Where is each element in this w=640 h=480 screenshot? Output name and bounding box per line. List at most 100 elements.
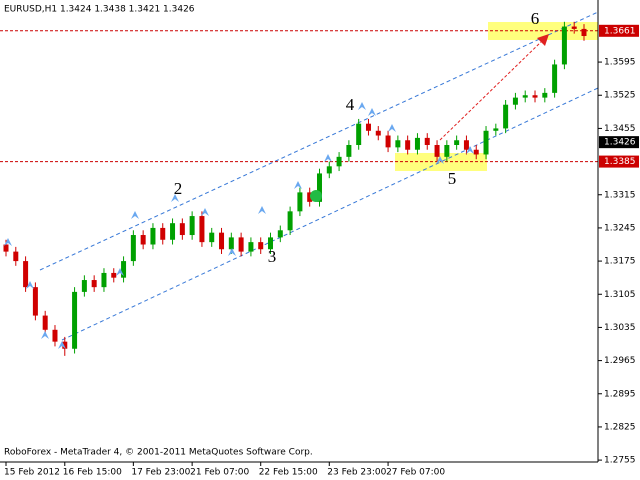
candle-body xyxy=(199,216,205,243)
candle-body xyxy=(32,287,38,316)
plot xyxy=(0,21,598,356)
candle-body xyxy=(130,235,136,262)
x-tick-label: 22 Feb 15:00 xyxy=(259,468,318,478)
y-tick-label: 1.3035 xyxy=(604,323,636,333)
x-tick-label: 21 Feb 07:00 xyxy=(190,468,249,478)
candle-body xyxy=(307,192,313,202)
y-tick-label: 1.2755 xyxy=(604,456,636,466)
candle-body xyxy=(248,242,254,252)
fractal-mark xyxy=(171,194,179,202)
candle-body xyxy=(395,140,401,148)
candle-body xyxy=(424,137,430,145)
candle-body xyxy=(13,251,19,262)
fractal-mark xyxy=(26,281,34,289)
footer: RoboForex - MetaTrader 4, © 2001-2011 Me… xyxy=(4,448,313,458)
y-tick-label: 1.2825 xyxy=(604,422,636,432)
candle-body xyxy=(189,216,195,236)
candle-body xyxy=(444,144,450,157)
y-tick-label: 1.2895 xyxy=(604,389,636,399)
candle-body xyxy=(356,123,362,145)
chart-title: EURUSD,H1 1.3424 1.3438 1.3421 1.3426 xyxy=(4,5,195,15)
candle-body xyxy=(522,95,528,98)
x-tick-label: 17 Feb 23:00 xyxy=(131,468,190,478)
candle-body xyxy=(160,227,166,240)
forecast-arrow xyxy=(439,39,544,141)
candle-body xyxy=(542,92,548,98)
y-tick-label: 1.3175 xyxy=(604,257,636,267)
candle-body xyxy=(258,242,264,250)
fractal-mark xyxy=(324,154,332,162)
fractal-mark xyxy=(131,211,139,219)
candle-body xyxy=(326,166,332,174)
y-tick-label: 1.3105 xyxy=(604,290,636,300)
candle-body xyxy=(179,223,185,236)
candle-body xyxy=(561,26,567,65)
candle-body xyxy=(209,232,215,243)
candle-body xyxy=(52,329,58,342)
fractal-mark xyxy=(228,248,236,256)
x-tick-label: 23 Feb 23:00 xyxy=(327,468,386,478)
channel-upper xyxy=(39,11,599,271)
candle-body xyxy=(228,237,234,250)
fractal-mark xyxy=(388,124,396,132)
candle-body xyxy=(571,26,577,29)
candle-body xyxy=(219,232,225,250)
level-label: 1.3385 xyxy=(604,157,636,167)
fractal-mark xyxy=(436,156,444,164)
candle-body xyxy=(140,235,146,245)
candle-body xyxy=(268,237,274,250)
level-label-bg xyxy=(599,155,639,168)
y-tick-label: 1.3595 xyxy=(604,58,636,68)
candle-body xyxy=(493,128,499,131)
candle-body xyxy=(170,223,176,240)
candle-body xyxy=(150,227,156,245)
y-tick-label: 1.2965 xyxy=(604,356,636,366)
fractal-mark xyxy=(258,206,266,214)
candle-body xyxy=(512,97,518,105)
fractal-mark xyxy=(368,108,376,116)
y-tick-label: 1.3525 xyxy=(604,91,636,101)
wave-label: 6 xyxy=(531,9,540,28)
candle-body xyxy=(72,291,78,349)
candle-body xyxy=(277,230,283,238)
fractal-mark xyxy=(116,268,124,276)
level-label-bg xyxy=(599,24,639,37)
wave-label: 4 xyxy=(346,95,355,114)
channel-lower xyxy=(61,87,599,341)
candle-body xyxy=(483,130,489,155)
level-label: 1.3661 xyxy=(604,26,636,36)
candle-body xyxy=(238,237,244,252)
fractal-mark xyxy=(201,208,209,216)
y-tick-label: 1.3455 xyxy=(604,124,636,134)
candle-body xyxy=(121,261,127,278)
candle-body xyxy=(365,123,371,131)
price-label-bg xyxy=(599,136,639,149)
candle-body xyxy=(62,341,68,349)
candle-body xyxy=(81,280,87,292)
candle-body xyxy=(463,140,469,150)
signal-dot xyxy=(310,190,322,202)
y-tick-label: 1.3245 xyxy=(604,223,636,233)
wave-label: 3 xyxy=(268,247,277,266)
candle-body xyxy=(42,315,48,330)
x-tick-label: 27 Feb 07:00 xyxy=(386,468,445,478)
candle-body xyxy=(316,173,322,202)
y-tick-label: 1.3315 xyxy=(604,190,636,200)
price-label: 1.3426 xyxy=(604,138,636,148)
candle-body xyxy=(405,140,411,150)
arrow-head xyxy=(537,34,549,46)
candle-body xyxy=(111,272,117,278)
candle-body xyxy=(3,244,9,252)
wave-label: 2 xyxy=(174,179,183,198)
wave-label: 5 xyxy=(448,169,457,188)
candle-body xyxy=(23,261,29,288)
x-tick-label: 16 Feb 15:00 xyxy=(63,468,122,478)
candle-body xyxy=(101,272,107,288)
fractal-mark xyxy=(58,341,66,349)
candle-body xyxy=(473,149,479,155)
candle-body xyxy=(385,135,391,148)
candle-body xyxy=(297,192,303,212)
candle-body xyxy=(532,95,538,98)
